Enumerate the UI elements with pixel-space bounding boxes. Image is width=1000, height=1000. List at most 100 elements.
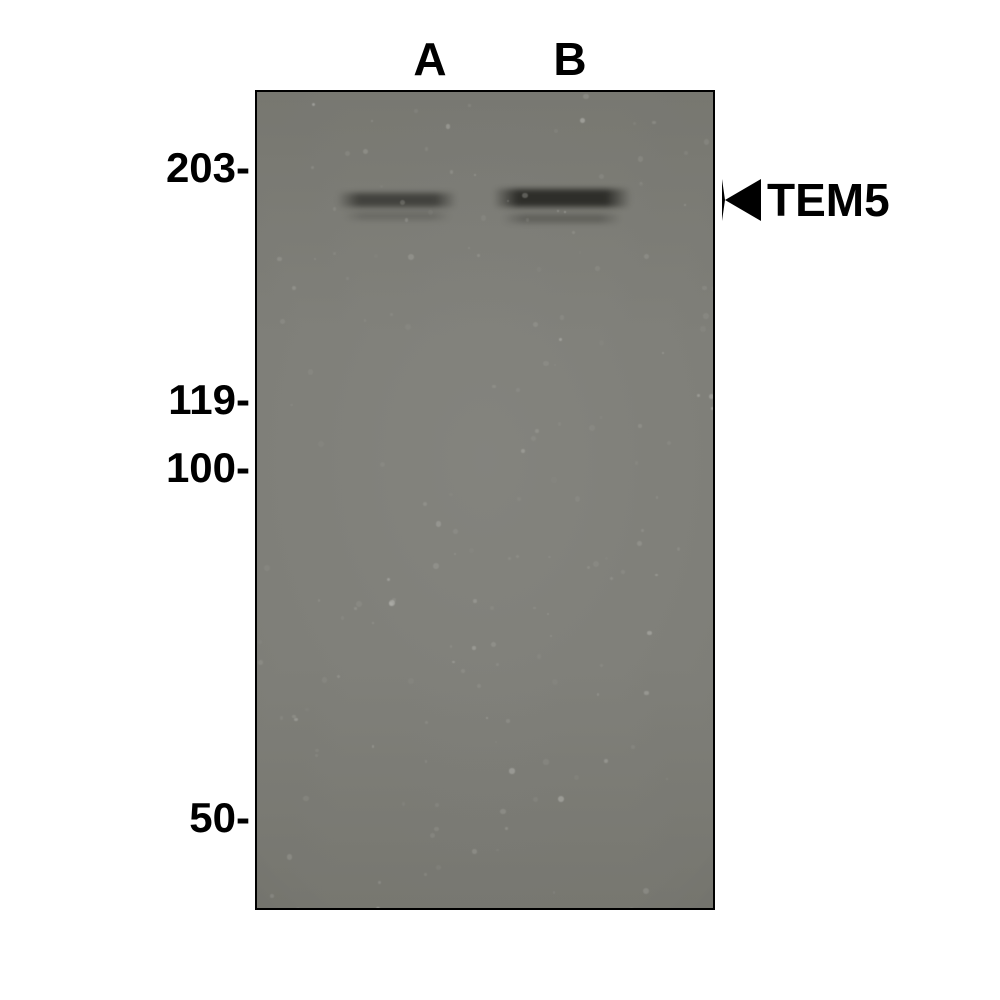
speckle (333, 252, 336, 255)
speckle (702, 286, 707, 291)
speckle (314, 258, 316, 260)
speckle (643, 888, 649, 894)
lane-label-a: A (413, 32, 446, 86)
speckle (703, 313, 709, 319)
speckle (280, 319, 285, 324)
speckle (468, 104, 471, 107)
speckle (322, 677, 328, 683)
speckle (472, 849, 477, 854)
target-label-tem5: TEM5 (722, 173, 890, 227)
band-a-0 (337, 193, 457, 207)
speckle (537, 654, 542, 659)
speckle (311, 166, 314, 169)
speckle (655, 574, 658, 577)
canvas: A B 203- 119- 100- 50- TEM5 (0, 0, 1000, 1000)
speckle (315, 754, 318, 757)
speckle (434, 827, 439, 832)
speckle (551, 477, 557, 483)
speckle (535, 429, 539, 433)
western-blot-frame (255, 90, 715, 910)
speckle (450, 170, 453, 173)
band-a-1 (343, 212, 451, 220)
speckle (543, 361, 549, 367)
speckle (424, 873, 426, 875)
speckle (380, 462, 385, 467)
speckle (491, 642, 496, 647)
speckle (356, 601, 362, 607)
speckle (371, 120, 373, 122)
speckle (638, 156, 643, 161)
speckle (389, 600, 395, 606)
speckle (589, 425, 595, 431)
speckle (656, 496, 659, 499)
speckle (621, 570, 625, 574)
speckle (599, 340, 604, 345)
band-b-2 (493, 189, 631, 207)
speckle (711, 407, 714, 410)
target-label-text: TEM5 (767, 173, 890, 227)
speckle (597, 693, 600, 696)
speckle (264, 565, 269, 570)
arrow-left-icon (722, 179, 761, 221)
speckle (408, 678, 414, 684)
speckle (644, 254, 649, 259)
speckle (473, 599, 477, 603)
speckle (376, 907, 381, 910)
speckle (599, 174, 604, 179)
band-b-3 (502, 214, 622, 223)
mw-marker-119: 119- (168, 376, 250, 424)
speckle (600, 416, 602, 418)
speckle (548, 556, 550, 558)
western-blot-membrane (257, 92, 713, 908)
speckle (635, 461, 638, 464)
speckle (712, 286, 716, 292)
speckle (474, 174, 476, 176)
speckle (277, 257, 281, 261)
speckle (453, 529, 458, 534)
speckle (495, 741, 497, 743)
lane-label-b: B (553, 32, 586, 86)
speckle (713, 907, 715, 910)
speckle (554, 129, 558, 133)
speckle (587, 566, 590, 569)
speckle (629, 908, 633, 910)
speckle (560, 315, 564, 319)
speckle (516, 388, 520, 392)
speckle (472, 646, 475, 649)
speckle (595, 266, 600, 271)
speckle (580, 118, 585, 123)
speckle (667, 441, 671, 445)
speckle (315, 749, 319, 753)
speckle (408, 254, 414, 260)
speckle (652, 121, 655, 124)
speckle (558, 796, 564, 802)
speckle (605, 557, 608, 560)
speckle (677, 547, 680, 550)
speckle (296, 908, 300, 910)
speckle (305, 708, 308, 711)
speckle (641, 529, 644, 532)
speckle (433, 563, 439, 569)
speckle (337, 675, 340, 678)
speckle (516, 555, 519, 558)
speckle (496, 663, 499, 666)
speckle (450, 645, 452, 647)
speckle (714, 333, 715, 338)
speckle (290, 404, 293, 407)
speckle (709, 394, 714, 399)
speckle (430, 833, 435, 838)
speckle (258, 640, 262, 644)
speckle (492, 385, 495, 388)
speckle (509, 768, 515, 774)
speckle (354, 607, 357, 610)
speckle (449, 493, 452, 496)
speckle (559, 338, 562, 341)
mw-marker-100: 100- (166, 444, 250, 492)
speckle (574, 775, 579, 780)
speckle (543, 759, 548, 764)
speckle (647, 631, 652, 636)
speckle (477, 684, 481, 688)
mw-marker-50: 50- (189, 794, 250, 842)
speckle (500, 809, 505, 814)
mw-marker-203: 203- (166, 144, 250, 192)
